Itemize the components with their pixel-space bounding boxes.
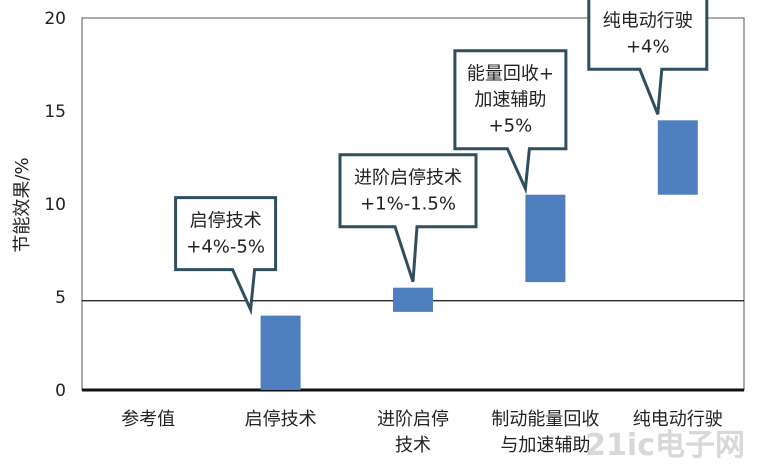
y-tick-label-3: 15 (44, 102, 66, 122)
callout-box-2 (453, 49, 568, 195)
callout-text-3-0: 纯电动行驶 (603, 10, 693, 31)
y-tick-label-0: 0 (55, 381, 66, 401)
callout-box-1 (338, 153, 478, 283)
watermark: 21ic电子网 (585, 428, 745, 463)
y-tick-label-1: 5 (55, 288, 66, 308)
bar-3 (525, 194, 566, 283)
category-label-3-0: 制动能量回收 (491, 409, 599, 430)
category-label-3-1: 与加速辅助 (500, 435, 590, 456)
callout-text-2-1: 加速辅助 (474, 90, 546, 111)
category-label-2-0: 进阶启停 (377, 409, 449, 430)
bars (260, 120, 698, 390)
y-axis-label: 节能效果/% (12, 157, 33, 252)
category-label-2-1: 技术 (395, 435, 431, 456)
callout-box-0 (174, 196, 278, 316)
callout-text-0-1: +4%-5% (186, 237, 265, 258)
callout-box-3 (587, 0, 709, 115)
y-tick-label-4: 20 (44, 9, 66, 29)
bar-1 (260, 315, 301, 390)
callouts: 启停技术 +4%-5% 进阶启停技术 +1%-1.5% 能量回收+ 加速辅助 +5% 纯电动行… (174, 0, 709, 316)
bar-2 (393, 287, 433, 312)
bar-4 (657, 120, 698, 195)
category-label-4-0: 纯电动行驶 (633, 409, 723, 430)
callout-text-2-2: +5% (489, 116, 533, 137)
callout-text-1-0: 进阶启停技术 (354, 168, 462, 189)
callout-text-0-0: 启停技术 (190, 211, 262, 232)
callout-text-3-1: +4% (626, 36, 670, 57)
y-tick-label-2: 10 (44, 195, 66, 215)
category-label-1-0: 启停技术 (245, 409, 317, 430)
callout-text-2-0: 能量回收+ (467, 64, 554, 85)
category-label-0-0: 参考值 (121, 409, 175, 430)
callout-text-1-1: +1%-1.5% (360, 194, 456, 215)
